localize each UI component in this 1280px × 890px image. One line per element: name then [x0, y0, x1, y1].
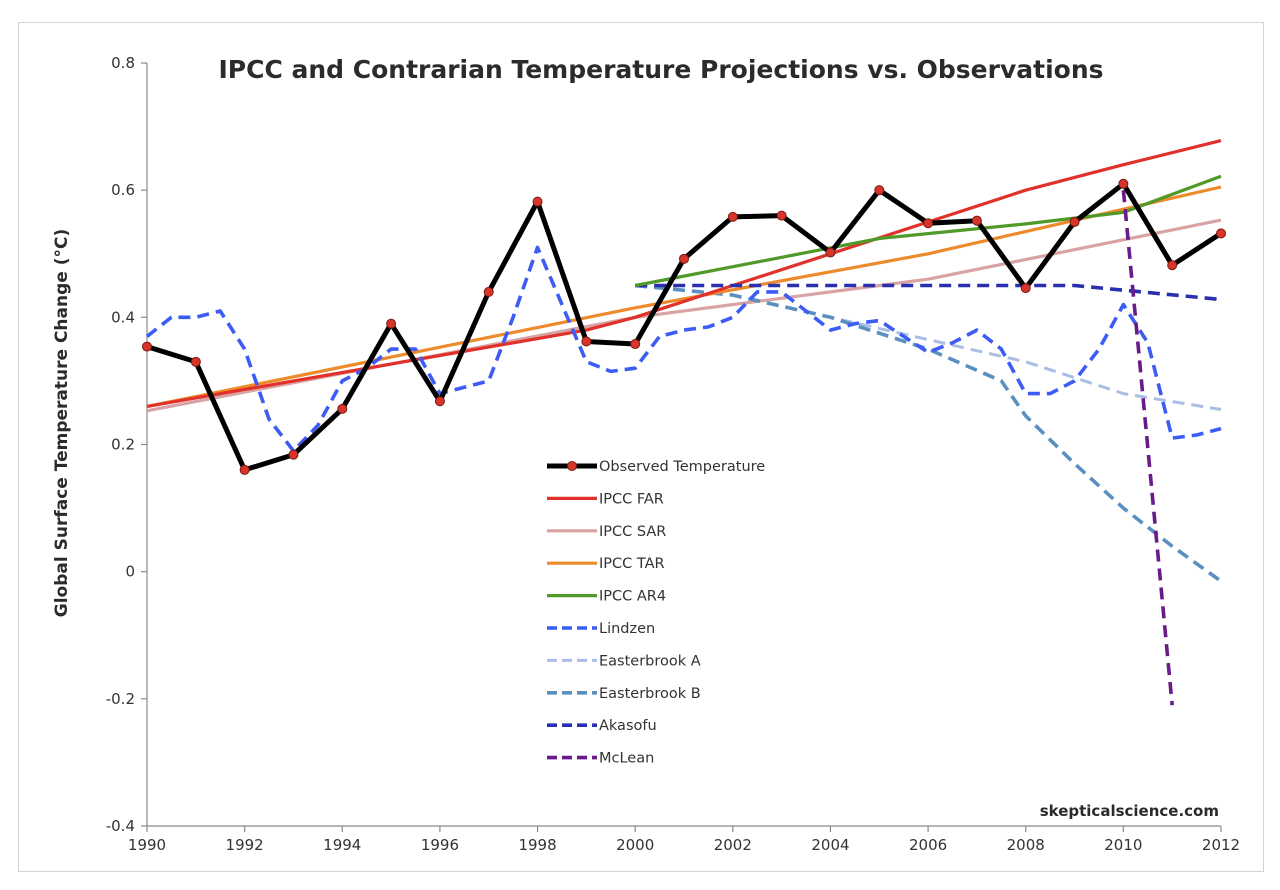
series-line-ipcc-far: [146, 139, 1222, 408]
data-point-observed-temperature: [1118, 178, 1129, 189]
data-point-observed-temperature: [483, 286, 494, 297]
x-tick-label: 2002: [714, 836, 752, 854]
y-axis-label: Global Surface Temperature Change (°C): [52, 229, 72, 617]
data-point-observed-temperature: [532, 196, 543, 207]
series-line-akasofu: [635, 283, 1222, 302]
data-point-observed-temperature: [776, 210, 787, 221]
credit-text: skepticalscience.com: [1040, 802, 1219, 820]
legend-label-ipcc-ar4: IPCC AR4: [599, 589, 666, 605]
series-line-mclean: [1121, 190, 1174, 706]
legend-label-lindzen: Lindzen: [599, 621, 655, 637]
y-tick-label: 0.6: [111, 181, 135, 199]
y-tick-label: 0: [125, 563, 135, 581]
data-point-observed-temperature: [337, 403, 348, 414]
data-point-observed-temperature: [190, 356, 201, 367]
data-point-observed-temperature: [581, 336, 592, 347]
data-point-observed-temperature: [1216, 228, 1226, 239]
series-layer: [142, 139, 1226, 706]
x-tick-label: 2010: [1104, 836, 1142, 854]
x-tick-label: 2008: [1007, 836, 1045, 854]
legend-label-ipcc-far: IPCC FAR: [599, 491, 664, 507]
x-tick-label: 1990: [128, 836, 166, 854]
data-point-observed-temperature: [923, 218, 934, 229]
data-point-observed-temperature: [679, 253, 689, 264]
y-tick-label: 0.4: [111, 308, 135, 326]
y-tick-label: -0.2: [106, 690, 135, 708]
legend-label-easterbrook-b: Easterbrook B: [599, 686, 701, 702]
data-point-observed-temperature: [288, 449, 299, 460]
x-tick-label: 2006: [909, 836, 947, 854]
legend-label-ipcc-sar: IPCC SAR: [599, 524, 666, 540]
y-tick-label: 0.8: [111, 54, 135, 72]
legend-label-mclean: McLean: [599, 751, 654, 767]
data-point-observed-temperature: [825, 247, 836, 258]
y-tick-label: -0.4: [106, 817, 135, 835]
x-tick-label: 2012: [1202, 836, 1240, 854]
axes: -0.4 -0.2 0 0.2 0.4 0.6 0.8 1990 1992 1994 1996 199…: [106, 54, 1240, 854]
x-tick-label: 2004: [811, 836, 849, 854]
data-point-observed-temperature: [1069, 216, 1080, 227]
legend-label-ipcc-tar: IPCC TAR: [599, 556, 665, 572]
data-point-observed-temperature: [386, 318, 397, 329]
x-tick-label: 1996: [421, 836, 459, 854]
series-line-easterbrook-b: [635, 283, 1223, 583]
series-line-lindzen: [145, 245, 1222, 453]
data-point-observed-temperature: [239, 464, 250, 475]
legend-label-observed-temperature: Observed Temperature: [599, 459, 765, 475]
chart-title: IPCC and Contrarian Temperature Projecti…: [218, 55, 1103, 84]
data-point-observed-temperature: [971, 215, 982, 226]
series-line-ipcc-ar4: [634, 174, 1222, 288]
data-point-observed-temperature: [1167, 260, 1178, 271]
legend-label-akasofu: Akasofu: [599, 718, 657, 734]
data-point-observed-temperature: [142, 341, 152, 352]
line-chart: IPCC and Contrarian Temperature Projecti…: [52, 54, 1240, 854]
series-line-observed-temperature: [146, 181, 1223, 473]
legend-marker-observed-temperature: [567, 461, 577, 471]
x-tick-label: 2000: [616, 836, 654, 854]
x-tick-label: 1992: [226, 836, 264, 854]
data-point-observed-temperature: [727, 211, 738, 222]
x-tick-label: 1998: [518, 836, 556, 854]
data-point-observed-temperature: [874, 185, 885, 196]
series-line-ipcc-sar: [146, 218, 1222, 413]
chart-frame: IPCC and Contrarian Temperature Projecti…: [18, 22, 1264, 872]
data-point-observed-temperature: [1020, 283, 1031, 294]
legend-label-easterbrook-a: Easterbrook A: [599, 653, 701, 669]
legend: Observed Temperature IPCC FAR IPCC SAR IPCC…: [547, 459, 765, 767]
y-tick-label: 0.2: [111, 436, 135, 454]
x-tick-label: 1994: [323, 836, 361, 854]
data-point-observed-temperature: [434, 396, 445, 407]
data-point-observed-temperature: [630, 339, 641, 350]
